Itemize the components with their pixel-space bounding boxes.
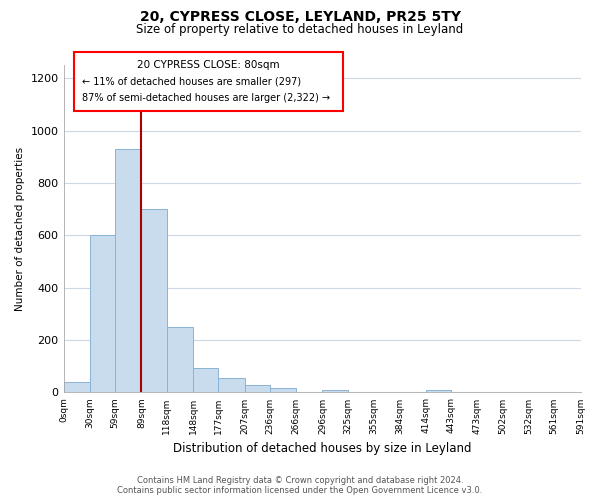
Bar xyxy=(218,378,245,392)
Text: Contains HM Land Registry data © Crown copyright and database right 2024.
Contai: Contains HM Land Registry data © Crown c… xyxy=(118,476,482,495)
Text: 87% of semi-detached houses are larger (2,322) →: 87% of semi-detached houses are larger (… xyxy=(82,93,330,103)
Bar xyxy=(270,388,296,392)
Bar xyxy=(64,382,90,392)
Y-axis label: Number of detached properties: Number of detached properties xyxy=(15,147,25,311)
Text: Size of property relative to detached houses in Leyland: Size of property relative to detached ho… xyxy=(136,22,464,36)
Text: 20, CYPRESS CLOSE, LEYLAND, PR25 5TY: 20, CYPRESS CLOSE, LEYLAND, PR25 5TY xyxy=(139,10,461,24)
Bar xyxy=(115,149,142,392)
Bar xyxy=(142,210,167,392)
Bar xyxy=(245,384,270,392)
Bar xyxy=(167,327,193,392)
Bar xyxy=(322,390,348,392)
X-axis label: Distribution of detached houses by size in Leyland: Distribution of detached houses by size … xyxy=(173,442,471,455)
Bar xyxy=(193,368,218,392)
FancyBboxPatch shape xyxy=(74,52,343,111)
Text: ← 11% of detached houses are smaller (297): ← 11% of detached houses are smaller (29… xyxy=(82,77,301,87)
Bar xyxy=(425,390,451,392)
Bar xyxy=(90,236,115,392)
Text: 20 CYPRESS CLOSE: 80sqm: 20 CYPRESS CLOSE: 80sqm xyxy=(137,60,280,70)
